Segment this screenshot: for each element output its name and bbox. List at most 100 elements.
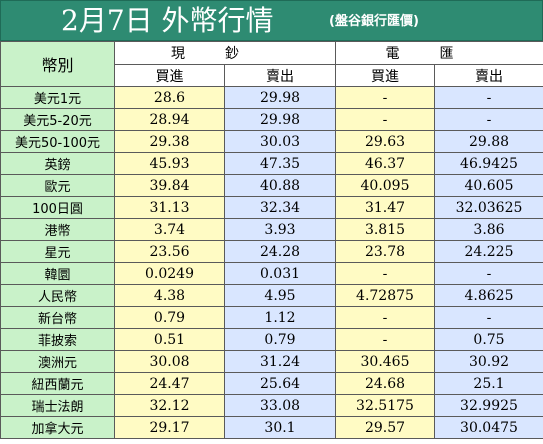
cash-sell-value: 1.12: [224, 306, 336, 329]
table-row: 紐西蘭元 24.47 25.64 24.68 25.1: [0, 372, 543, 395]
tt-sell-value: -: [434, 108, 543, 131]
cash-sell-value: 24.28: [224, 240, 336, 263]
tt-sell-value: 3.86: [434, 218, 543, 241]
tt-buy-value: 29.63: [335, 130, 435, 153]
currency-name: 美元50-100元: [0, 130, 115, 153]
currency-name: 韓圜: [0, 262, 115, 285]
cash-sell-value: 30.03: [224, 130, 336, 153]
table-row: 澳洲元 30.08 31.24 30.465 30.92: [0, 350, 543, 373]
tt-buy-value: -: [335, 262, 435, 285]
table-row: 歐元 39.84 40.88 40.095 40.605: [0, 174, 543, 197]
tt-sell-value: -: [434, 306, 543, 329]
currency-name: 新台幣: [0, 306, 115, 329]
page-title: 2月7日 外幣行情: [61, 4, 274, 37]
table-row: 英鎊 45.93 47.35 46.37 46.9425: [0, 152, 543, 175]
tt-buy-value: 24.68: [335, 372, 435, 395]
cash-buy-value: 0.79: [114, 306, 225, 329]
rates-table: 幣別 現鈔 電匯 買進 賣出 買進 賣出 美元1元 28.6 29.98- - 美元5-…: [0, 41, 543, 439]
tt-sell-value: 30.92: [434, 350, 543, 373]
tt-sell-value: 24.225: [434, 240, 543, 263]
cash-sell-value: 4.95: [224, 284, 336, 307]
currency-name: 100日圓: [0, 196, 115, 219]
source-note: (盤谷銀行匯價): [329, 14, 419, 29]
cash-sell-value: 25.64: [224, 372, 336, 395]
tt-buy-value: 23.78: [335, 240, 435, 263]
tt-buy-value: -: [335, 86, 435, 109]
tt-buy-header: 買進: [335, 64, 435, 87]
table-row: 韓圜 0.0249 0.031- -: [0, 262, 543, 285]
tt-sell-value: 0.75: [434, 328, 543, 351]
cash-buy-value: 45.93: [114, 152, 225, 175]
cash-buy-value: 24.47: [114, 372, 225, 395]
table-row: 100日圓 31.13 32.34 31.47 32.03625: [0, 196, 543, 219]
currency-name: 紐西蘭元: [0, 372, 115, 395]
tt-sell-value: 32.03625: [434, 196, 543, 219]
currency-name: 星元: [0, 240, 115, 263]
cash-buy-value: 29.38: [114, 130, 225, 153]
currency-name: 澳洲元: [0, 350, 115, 373]
cash-buy-value: 30.08: [114, 350, 225, 373]
rates-body: 美元1元 28.6 29.98- - 美元5-20元 28.94 29.98- - 美元50-1…: [0, 86, 543, 439]
tt-sell-value: 32.9925: [434, 394, 543, 417]
currency-name: 歐元: [0, 174, 115, 197]
cash-buy-value: 28.94: [114, 108, 225, 131]
currency-name: 人民幣: [0, 284, 115, 307]
cash-buy-value: 32.12: [114, 394, 225, 417]
cash-sell-value: 31.24: [224, 350, 336, 373]
tt-buy-value: 30.465: [335, 350, 435, 373]
tt-buy-value: 46.37: [335, 152, 435, 175]
cash-sell-value: 32.34: [224, 196, 336, 219]
tt-buy-value: -: [335, 108, 435, 131]
cash-buy-value: 3.74: [114, 218, 225, 241]
cash-buy-header: 買進: [114, 64, 225, 87]
tt-sell-header: 賣出: [434, 64, 543, 87]
currency-name: 加拿大元: [0, 416, 115, 439]
tt-buy-value: 4.72875: [335, 284, 435, 307]
tt-buy-value: 40.095: [335, 174, 435, 197]
tt-buy-value: 29.57: [335, 416, 435, 439]
currency-name: 菲披索: [0, 328, 115, 351]
currency-name: 英鎊: [0, 152, 115, 175]
cash-sell-value: 29.98: [224, 108, 336, 131]
cash-sell-value: 47.35: [224, 152, 336, 175]
tt-sell-value: 4.8625: [434, 284, 543, 307]
currency-name: 港幣: [0, 218, 115, 241]
table-row: 美元50-100元 29.38 30.03 29.63 29.88: [0, 130, 543, 153]
table-row: 人民幣 4.38 4.95 4.72875 4.8625: [0, 284, 543, 307]
cash-sell-value: 30.1: [224, 416, 336, 439]
tt-sell-value: 46.9425: [434, 152, 543, 175]
cash-buy-value: 31.13: [114, 196, 225, 219]
table-row: 瑞士法朗 32.12 33.08 32.5175 32.9925: [0, 394, 543, 417]
telegraphic-header: 電匯: [335, 41, 543, 65]
tt-sell-value: 25.1: [434, 372, 543, 395]
cash-buy-value: 29.17: [114, 416, 225, 439]
table-row: 美元1元 28.6 29.98- -: [0, 86, 543, 109]
table-row: 新台幣 0.79 1.12- -: [0, 306, 543, 329]
cash-sell-value: 33.08: [224, 394, 336, 417]
tt-buy-value: 3.815: [335, 218, 435, 241]
cash-sell-header: 賣出: [224, 64, 336, 87]
cash-buy-value: 4.38: [114, 284, 225, 307]
table-row: 加拿大元 29.17 30.1 29.57 30.0475: [0, 416, 543, 439]
table-row: 菲披索 0.51 0.79-0.75: [0, 328, 543, 351]
table-row: 星元 23.56 24.28 23.78 24.225: [0, 240, 543, 263]
cash-sell-value: 3.93: [224, 218, 336, 241]
cash-buy-value: 23.56: [114, 240, 225, 263]
cash-buy-value: 39.84: [114, 174, 225, 197]
tt-buy-value: -: [335, 306, 435, 329]
cash-header: 現鈔: [114, 41, 336, 65]
currency-header: 幣別: [0, 41, 115, 87]
currency-name: 美元5-20元: [0, 108, 115, 131]
tt-sell-value: -: [434, 86, 543, 109]
currency-name: 瑞士法朗: [0, 394, 115, 417]
title-bar: 2月7日 外幣行情 (盤谷銀行匯價): [0, 0, 543, 41]
tt-sell-value: 30.0475: [434, 416, 543, 439]
currency-name: 美元1元: [0, 86, 115, 109]
tt-buy-value: 32.5175: [335, 394, 435, 417]
tt-sell-value: -: [434, 262, 543, 285]
tt-buy-value: -: [335, 328, 435, 351]
tt-sell-value: 29.88: [434, 130, 543, 153]
cash-sell-value: 29.98: [224, 86, 336, 109]
table-row: 美元5-20元 28.94 29.98- -: [0, 108, 543, 131]
